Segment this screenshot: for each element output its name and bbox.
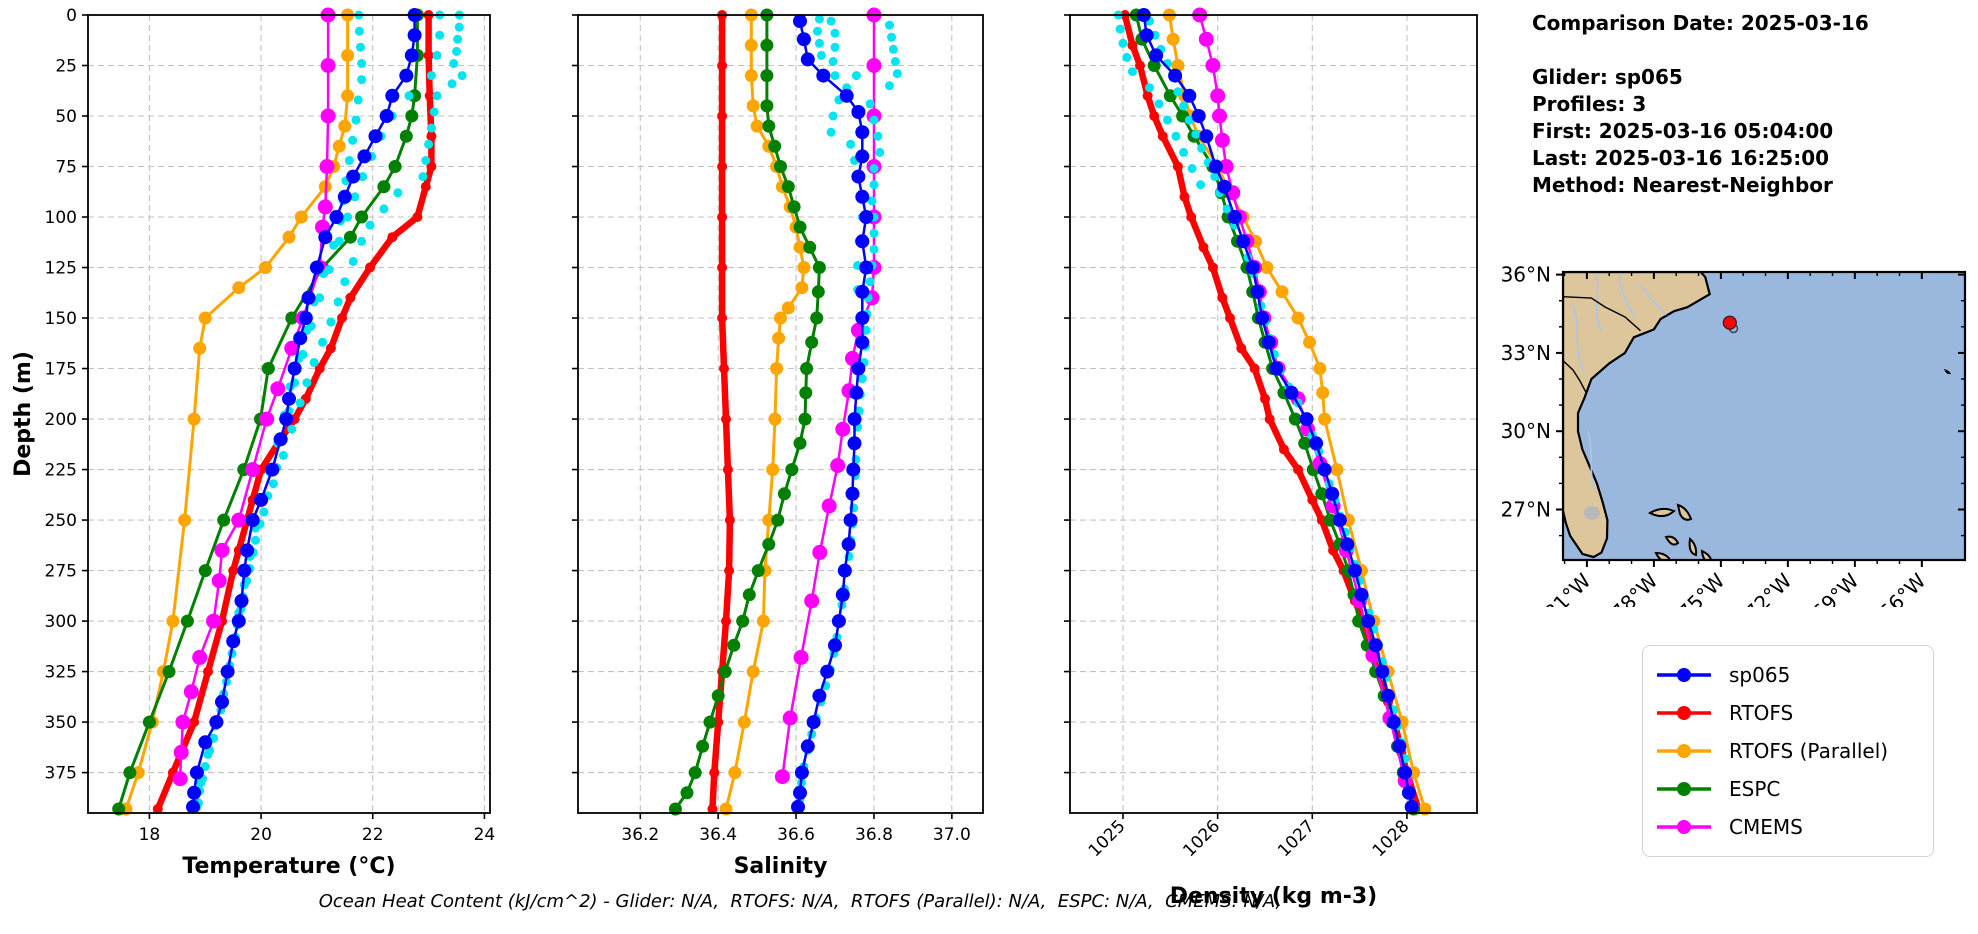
svg-text:25: 25 — [55, 57, 77, 77]
info-line: Method: Nearest-Neighbor — [1532, 173, 1833, 197]
svg-text:18: 18 — [139, 825, 161, 845]
info-line: Glider: sp065 — [1532, 65, 1683, 89]
svg-text:250: 250 — [45, 511, 77, 531]
svg-text:22: 22 — [362, 825, 384, 845]
legend-label: RTOFS — [1729, 701, 1794, 725]
svg-text:20: 20 — [250, 825, 272, 845]
svg-text:36.6: 36.6 — [777, 825, 815, 845]
svg-text:36.2: 36.2 — [621, 825, 659, 845]
legend-label: RTOFS (Parallel) — [1729, 739, 1889, 763]
legend-line-sample — [1657, 706, 1711, 720]
svg-text:66°W: 66°W — [1874, 568, 1930, 607]
svg-text:100: 100 — [45, 208, 77, 228]
legend-item-espc: ESPC — [1655, 770, 1919, 808]
svg-text:1026: 1026 — [1179, 816, 1224, 861]
ohc-annotation: Ocean Heat Content (kJ/cm^2) - Glider: N… — [318, 891, 1282, 912]
map-state-borders — [1563, 296, 1641, 393]
svg-text:150: 150 — [45, 309, 77, 329]
legend-item-rtofs: RTOFS — [1655, 694, 1919, 732]
svg-text:350: 350 — [45, 713, 77, 733]
svg-text:50: 50 — [55, 107, 77, 127]
legend-line-sample — [1657, 820, 1711, 834]
svg-text:81°W: 81°W — [1539, 568, 1595, 607]
svg-text:30°N: 30°N — [1501, 419, 1551, 443]
map-islands-bahamas — [1647, 503, 1713, 560]
svg-text:Depth (m): Depth (m) — [11, 351, 36, 477]
svg-text:36°N: 36°N — [1501, 263, 1551, 287]
svg-text:Salinity: Salinity — [734, 854, 828, 879]
svg-text:72°W: 72°W — [1740, 568, 1796, 607]
map-lake — [1584, 506, 1600, 520]
info-line: Comparison Date: 2025-03-16 — [1532, 11, 1869, 35]
comparison-info-block: Comparison Date: 2025-03-16 Glider: sp065… — [1532, 10, 1869, 199]
legend-item-rtofs-parallel-: RTOFS (Parallel) — [1655, 732, 1919, 770]
svg-text:325: 325 — [45, 663, 77, 683]
svg-text:200: 200 — [45, 410, 77, 430]
legend-line-sample — [1657, 668, 1711, 682]
map-svg: 36°N 33°N 30°N 27°N 81°W 78°W 75°W 72°W 69°W 66°W — [1501, 263, 1967, 625]
svg-text:36.8: 36.8 — [855, 825, 893, 845]
svg-text:27°N: 27°N — [1501, 498, 1551, 522]
svg-text:69°W: 69°W — [1807, 568, 1863, 607]
svg-text:1028: 1028 — [1369, 816, 1414, 861]
svg-text:300: 300 — [45, 612, 77, 632]
info-line: First: 2025-03-16 05:04:00 — [1532, 119, 1834, 143]
svg-text:33°N: 33°N — [1501, 341, 1551, 365]
map-land-coastline — [1563, 272, 1711, 559]
svg-text:36.4: 36.4 — [699, 825, 737, 845]
svg-text:75: 75 — [55, 158, 77, 178]
map-island-bermuda — [1944, 369, 1951, 375]
legend-label: ESPC — [1729, 777, 1781, 801]
svg-text:125: 125 — [45, 259, 77, 279]
svg-text:Density (kg m-3): Density (kg m-3) — [1170, 884, 1378, 909]
svg-text:275: 275 — [45, 562, 77, 582]
svg-text:1027: 1027 — [1274, 816, 1319, 861]
svg-text:0: 0 — [66, 6, 77, 26]
legend-label: sp065 — [1729, 663, 1791, 687]
info-line: Profiles: 3 — [1532, 92, 1647, 116]
svg-text:Temperature (°C): Temperature (°C) — [182, 854, 395, 879]
legend-line-sample — [1657, 744, 1711, 758]
legend-item-sp065: sp065 — [1655, 656, 1919, 694]
svg-text:24: 24 — [474, 825, 496, 845]
legend-line-sample — [1657, 782, 1711, 796]
info-spacer — [1532, 37, 1869, 64]
glider-location-map: 36°N 33°N 30°N 27°N 81°W 78°W 75°W 72°W 69°W 66°W — [1500, 255, 1978, 625]
info-line: Last: 2025-03-16 16:25:00 — [1532, 146, 1830, 170]
profile-charts: 18 20 22 24 0 25 50 75 100 125 150 175 200 225 250 275 3… — [11, 6, 1478, 909]
svg-text:225: 225 — [45, 461, 77, 481]
map-border — [1561, 270, 1967, 562]
svg-text:175: 175 — [45, 360, 77, 380]
legend-label: CMEMS — [1729, 815, 1803, 839]
svg-text:37.0: 37.0 — [933, 825, 971, 845]
svg-text:1025: 1025 — [1085, 816, 1130, 861]
map-glider-marker — [1722, 315, 1737, 330]
legend-item-cmems: CMEMS — [1655, 808, 1919, 846]
svg-text:75°W: 75°W — [1673, 568, 1729, 607]
svg-text:78°W: 78°W — [1606, 568, 1662, 607]
legend: sp065 RTOFS RTOFS (Parallel) ESPC CMEMS — [1642, 645, 1934, 857]
svg-text:375: 375 — [45, 764, 77, 784]
